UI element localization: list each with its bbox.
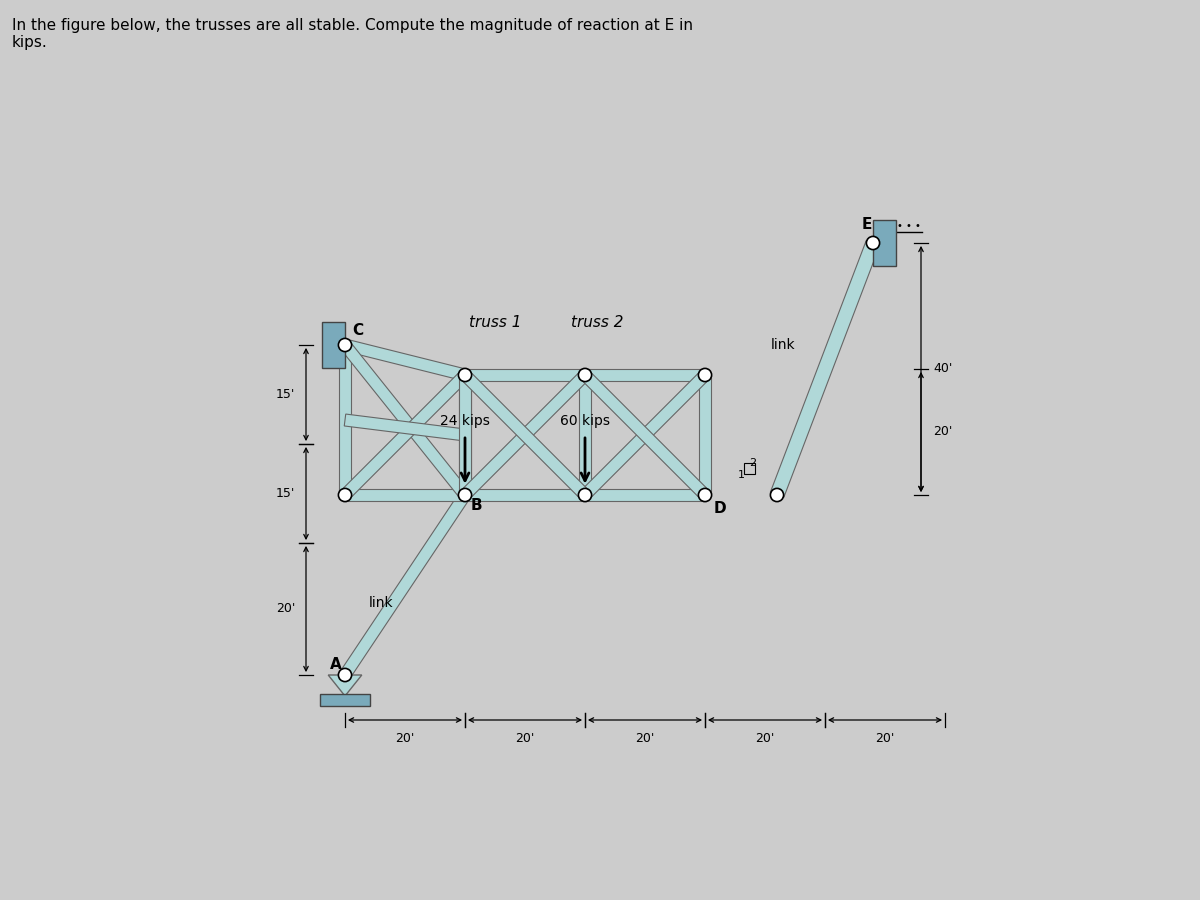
Text: • • •: • • • — [898, 221, 920, 231]
Text: 2: 2 — [750, 458, 756, 468]
Circle shape — [338, 489, 352, 501]
Text: link: link — [772, 338, 796, 352]
Text: 20': 20' — [395, 732, 415, 745]
Bar — [320, 694, 371, 706]
Polygon shape — [461, 371, 589, 500]
Circle shape — [578, 368, 592, 382]
Text: 24 kips: 24 kips — [440, 414, 490, 427]
Text: C: C — [353, 323, 364, 338]
Circle shape — [338, 669, 352, 681]
Polygon shape — [460, 375, 472, 495]
Polygon shape — [344, 414, 466, 441]
Text: 15': 15' — [276, 388, 295, 401]
Text: truss 2: truss 2 — [571, 315, 623, 330]
Text: 20': 20' — [875, 732, 895, 745]
Text: E: E — [862, 217, 872, 232]
Polygon shape — [586, 489, 706, 501]
Polygon shape — [580, 375, 592, 495]
Circle shape — [338, 338, 352, 352]
Bar — [323, 322, 346, 368]
Circle shape — [458, 489, 472, 501]
Polygon shape — [770, 240, 880, 498]
Polygon shape — [341, 341, 469, 499]
Polygon shape — [581, 371, 709, 500]
Text: 15': 15' — [276, 487, 295, 500]
Polygon shape — [461, 371, 589, 500]
Text: A: A — [330, 657, 342, 672]
Polygon shape — [340, 345, 352, 495]
Polygon shape — [581, 371, 709, 500]
Text: In the figure below, the trusses are all stable. Compute the magnitude of reacti: In the figure below, the trusses are all… — [12, 18, 694, 50]
Polygon shape — [329, 675, 362, 696]
Circle shape — [698, 489, 712, 501]
Text: link: link — [370, 596, 394, 610]
Text: 20': 20' — [755, 732, 775, 745]
Polygon shape — [698, 375, 710, 495]
Circle shape — [578, 489, 592, 501]
Text: D: D — [714, 501, 727, 516]
Bar — [874, 220, 896, 266]
Text: 20': 20' — [515, 732, 535, 745]
Bar — [744, 464, 755, 474]
Circle shape — [458, 368, 472, 382]
Text: truss 1: truss 1 — [469, 315, 521, 330]
Circle shape — [698, 368, 712, 382]
Text: 1: 1 — [738, 470, 744, 481]
Text: 20': 20' — [934, 426, 953, 438]
Text: 60 kips: 60 kips — [560, 414, 610, 427]
Polygon shape — [466, 489, 586, 501]
Polygon shape — [466, 369, 586, 381]
Circle shape — [770, 489, 784, 501]
Circle shape — [866, 237, 880, 249]
Polygon shape — [586, 369, 706, 381]
Polygon shape — [460, 375, 472, 495]
Text: B: B — [472, 498, 482, 513]
Polygon shape — [341, 371, 469, 500]
Polygon shape — [343, 339, 467, 381]
Text: 40': 40' — [934, 363, 953, 375]
Polygon shape — [346, 489, 466, 501]
Polygon shape — [340, 491, 470, 679]
Text: 20': 20' — [635, 732, 655, 745]
Text: 20': 20' — [276, 602, 295, 616]
